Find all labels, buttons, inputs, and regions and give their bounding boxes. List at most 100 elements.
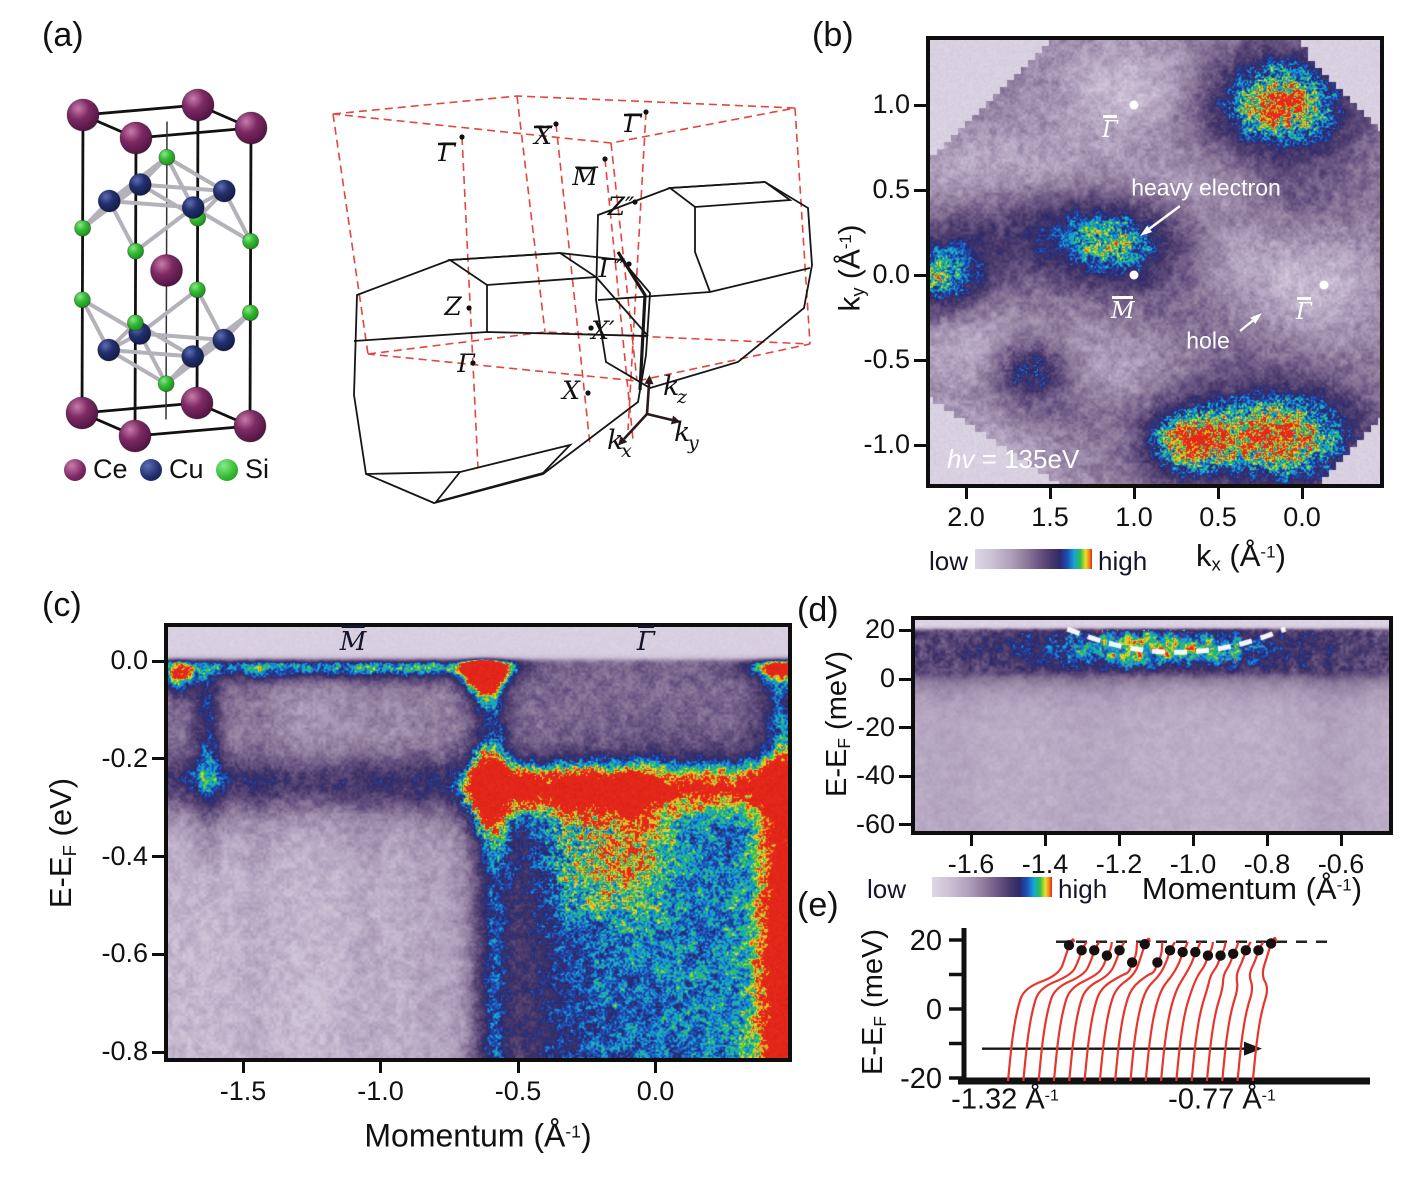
cu-atom [97,189,121,213]
panel-e-tag: (e) [797,886,839,924]
ce-atom [233,409,267,443]
legend-item-cu: Cu [140,454,204,485]
k-axis-label: k [663,371,679,402]
bz-point-label: Z [443,292,462,321]
c-x-tick-label: -1.0 [357,1076,404,1106]
text-segment: F [870,1016,891,1027]
b-y-tick [914,188,926,192]
surface-bz-projection-line [794,107,811,345]
text-segment: -1 [565,1121,581,1142]
surface-bz-projection-line [461,136,479,469]
edc-curve [1205,941,1240,1082]
c-high-symmetry-label: Γ [637,625,655,657]
ce-atom [181,88,215,122]
edc-peak-dot [1126,957,1138,968]
text-segment: = 135eV [974,444,1080,474]
cu-atom [212,328,236,352]
k-axis-sub: y [687,432,699,454]
edc-peak-dot [1063,939,1075,951]
edc-peak-dot [1114,945,1125,956]
b-x-tick-label: 2.0 [947,502,985,532]
si-atom [241,304,259,322]
overbar-symbol: M [1111,296,1135,324]
c-x-tick-label: -0.5 [494,1076,542,1106]
fermi-map-frame [926,36,1384,488]
overbar-symbol: Γ [1295,297,1312,326]
c-y-tick [152,855,164,859]
high-symmetry-dot [1129,100,1139,110]
text-segment: -1 [1336,875,1352,895]
edc-peak-dot [1164,945,1176,956]
ce-atom [65,396,99,430]
edc-peak-dot [1089,945,1100,956]
edc-peak-dot [1202,950,1214,961]
d-x-axis-label: Momentum (Å-1) [1142,871,1362,907]
si-atom [127,242,145,260]
panel-d-tag: (d) [797,591,839,629]
ce-atom [150,254,183,287]
legend-item-ce: Ce [64,454,128,485]
text-segment: -1 [1044,1087,1059,1105]
b-x-tick [1132,488,1136,499]
d-y-tick-label: -40 [855,760,895,791]
b-x-tick-label: 0.0 [1283,502,1321,532]
b-x-tick-label: 0.5 [1199,502,1237,532]
panel-c-tag: (c) [42,586,82,624]
edc-peak-dot [1240,945,1252,956]
d-x-tick-label: -0.8 [1243,849,1291,879]
legend-element-label: Cu [169,454,204,484]
text-segment: E-E [856,1026,889,1075]
bz-shared-edge [616,251,647,391]
crystal-structure-drawing [65,88,268,453]
bz-point-dot [466,305,472,311]
atom-bond [108,348,193,359]
d-x-tick-label: -1.2 [1095,849,1143,879]
ce-atom [119,121,153,155]
atom-bond [139,331,224,342]
d-x-tick [1117,835,1121,846]
high-symmetry-dot [1319,280,1329,290]
surface-bz-projection-line [604,158,634,441]
d-colorbar-high-label: high [1058,874,1108,904]
k-axis-arrowhead [617,435,628,446]
d-x-tick-label: -1.4 [1021,849,1069,879]
b-y-tick-label: 0.0 [872,259,910,289]
e-y-tick-label: -20 [900,1063,942,1095]
e-y-axis-label: E-EF (meV) [857,929,891,1075]
si-atom [73,291,91,309]
ce-atom [118,419,152,453]
unit-cell-edge [80,114,85,414]
ce-atom [180,386,214,420]
c-x-tick-label: -1.5 [219,1076,267,1106]
b-x-axis-label: kx (Å-1) [1196,538,1286,576]
edc-peak-dot [1190,946,1201,958]
edc-peak-dot [1253,945,1264,956]
bz-point-dot [632,199,638,205]
e-y-tick-label: 0 [926,994,942,1026]
text-segment: -1 [1261,1087,1276,1105]
d-x-tick [1191,835,1195,846]
legend-element-label: Ce [93,454,128,484]
text-segment: ) [1275,538,1286,573]
cu-atom [181,345,205,368]
cu-atom [97,338,121,362]
overbar-symbol: M [339,625,367,657]
edc-peak-dot [1101,950,1113,961]
k-axis-arrowhead [644,375,654,385]
cu-atom [181,196,205,219]
unit-cell-edge [134,424,251,438]
k-axis-arrow [645,383,651,415]
heavy-electron-annotation: heavy electron [1131,174,1281,201]
unit-cell-edge [82,103,199,117]
bz-point-dot [459,134,465,140]
k-axis-label: k [607,425,623,456]
c-x-axis-label: Momentum (Å-1) [364,1118,591,1155]
d-y-tick-label: 0 [879,663,895,693]
hole-annotation: hole [1186,327,1230,354]
high-symmetry-label: M [1111,296,1135,324]
edc-curve [1037,941,1101,1082]
bz-point-dot [643,109,649,115]
si-atom [74,219,92,237]
bz-point-label: Γ″ [598,254,626,283]
surface-bz-projection-line [555,123,591,446]
